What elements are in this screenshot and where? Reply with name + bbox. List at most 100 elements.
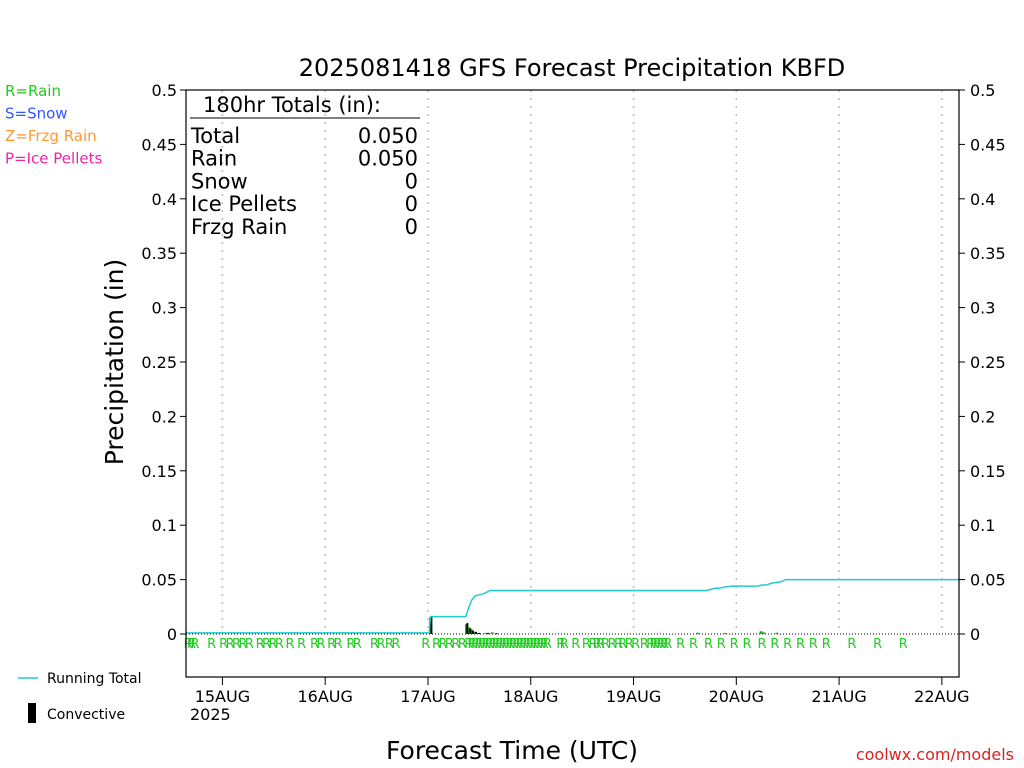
- y-axis-label: Precipitation (in): [100, 259, 129, 466]
- ptype-letter: R: [245, 637, 254, 652]
- x-tick-label: 18AUG: [503, 687, 558, 706]
- ptype-letter: R: [495, 637, 504, 652]
- convective-bar: [430, 616, 433, 634]
- ptype-letter: R: [468, 637, 477, 652]
- ptype-letter: R: [522, 637, 531, 652]
- totals-row-label: Total: [190, 124, 240, 148]
- ptype-letter: R: [593, 637, 602, 652]
- totals-row-value: 0.050: [358, 124, 418, 148]
- ptype-letter: R: [663, 637, 672, 652]
- totals-row-label: Ice Pellets: [191, 192, 297, 216]
- ptype-letter: R: [646, 637, 655, 652]
- convective-bar: [466, 623, 469, 634]
- x-axis-year: 2025: [190, 705, 231, 724]
- totals-row-label: Rain: [191, 147, 237, 171]
- ptype-letter: R: [451, 637, 460, 652]
- ptype-letter: R: [353, 637, 362, 652]
- y-tick-label-left: 0.15: [141, 462, 177, 481]
- ptype-letter: R: [464, 637, 473, 652]
- ptype-letter: R: [660, 637, 669, 652]
- ptype-letter: R: [560, 637, 569, 652]
- y-tick-label-right: 0.15: [970, 462, 1006, 481]
- y-tick-label-right: 0: [970, 625, 980, 644]
- ptype-letter: R: [219, 637, 228, 652]
- ptype-letter: R: [232, 637, 241, 652]
- precip-bar: [470, 629, 474, 634]
- ptype-letter: R: [625, 637, 634, 652]
- ptype-letter: R: [190, 637, 199, 652]
- y-tick-label-right: 0.2: [970, 407, 995, 426]
- ptype-letter: R: [704, 637, 713, 652]
- convective-bars: [430, 616, 498, 635]
- y-axis-title: Precipitation (in): [100, 259, 129, 466]
- y-tick-label-right: 0.05: [970, 571, 1006, 590]
- y-tick-label-left: 0.1: [152, 516, 177, 535]
- ptype-letter: R: [421, 637, 430, 652]
- grid-lines: [186, 90, 959, 635]
- ptype-letter: R: [529, 637, 538, 652]
- totals-rows: Total 0.050 Rain 0.050 Snow 0 Ice Pellets 0 Frzg…: [190, 124, 418, 239]
- ptype-letter: R: [432, 637, 441, 652]
- type-legend-entry: Z=Frzg Rain: [5, 127, 97, 145]
- x-tick-label: 17AUG: [400, 687, 455, 706]
- precip-bar: [467, 627, 471, 634]
- totals-row-value: 0: [405, 215, 418, 239]
- ptype-letter: R: [478, 637, 487, 652]
- type-legend-entry: R=Rain: [5, 82, 61, 100]
- ptype-letter: R: [847, 637, 856, 652]
- chart-title: 2025081418 GFS Forecast Precipitation KB…: [299, 54, 845, 82]
- precip-bar: [490, 632, 494, 634]
- y-tick-label-left: 0.3: [152, 299, 177, 318]
- x-tick-label: 20AUG: [709, 687, 764, 706]
- precip-bar: [472, 631, 476, 634]
- plot-frame: [185, 89, 960, 678]
- ptype-letter: R: [207, 637, 216, 652]
- ptype-letter: R: [512, 637, 521, 652]
- y-tick-label-left: 0.05: [141, 571, 177, 590]
- y-tick-label-right: 0.3: [970, 299, 995, 318]
- totals-row-value: 0: [405, 169, 418, 193]
- ptype-letter: R: [376, 637, 385, 652]
- y-tick-label-right: 0.45: [970, 135, 1006, 154]
- ptype-letter: R: [653, 637, 662, 652]
- ptype-letter: R: [588, 637, 597, 652]
- ptype-letter: R: [757, 637, 766, 652]
- ptype-letter: R: [519, 637, 528, 652]
- ptype-letter: R: [614, 637, 623, 652]
- ptype-letter: R: [488, 637, 497, 652]
- ptype-letter: R: [391, 637, 400, 652]
- convective-bar: [486, 632, 489, 634]
- x-tick-label: 19AUG: [606, 687, 661, 706]
- ptype-letter: R: [256, 637, 265, 652]
- ptype-letter: R: [608, 637, 617, 652]
- ptype-letter: R: [783, 637, 792, 652]
- y-tick-label-right: 0.4: [970, 190, 995, 209]
- convective-bar: [474, 631, 477, 634]
- totals-box: 180hr Totals (in): Total 0.050 Rain 0.050 Sn…: [190, 93, 420, 239]
- ptype-letter: R: [184, 637, 193, 652]
- x-tick-label: 15AUG: [195, 687, 250, 706]
- totals-row-value: 0.050: [358, 147, 418, 171]
- y-tick-label-left: 0.35: [141, 244, 177, 263]
- bottom-legend: Running Total Convective: [18, 671, 142, 723]
- precip-type-legend: R=Rain S=Snow Z=Frzg Rain P=Ice Pellets: [5, 82, 102, 168]
- ptype-letter: R: [275, 637, 284, 652]
- ptype-letter: R: [509, 637, 518, 652]
- totals-row-label: Frzg Rain: [191, 215, 287, 239]
- ptype-letter: R: [327, 637, 336, 652]
- ptype-letter: R: [226, 637, 235, 652]
- ptype-letter: R: [370, 637, 379, 652]
- ptype-letter: R: [582, 637, 591, 652]
- ptype-letter: R: [498, 637, 507, 652]
- ptype-letter: R: [187, 637, 196, 652]
- ptype-letter: R: [485, 637, 494, 652]
- running-total-line: [186, 578, 959, 634]
- y-tick-label-right: 0.1: [970, 516, 995, 535]
- ptype-letter: R: [656, 637, 665, 652]
- ptype-letter: R: [539, 637, 548, 652]
- precip-bars: [429, 617, 779, 634]
- ptype-letter: R: [873, 637, 882, 652]
- ptype-letter: R: [346, 637, 355, 652]
- ptype-letter: R: [536, 637, 545, 652]
